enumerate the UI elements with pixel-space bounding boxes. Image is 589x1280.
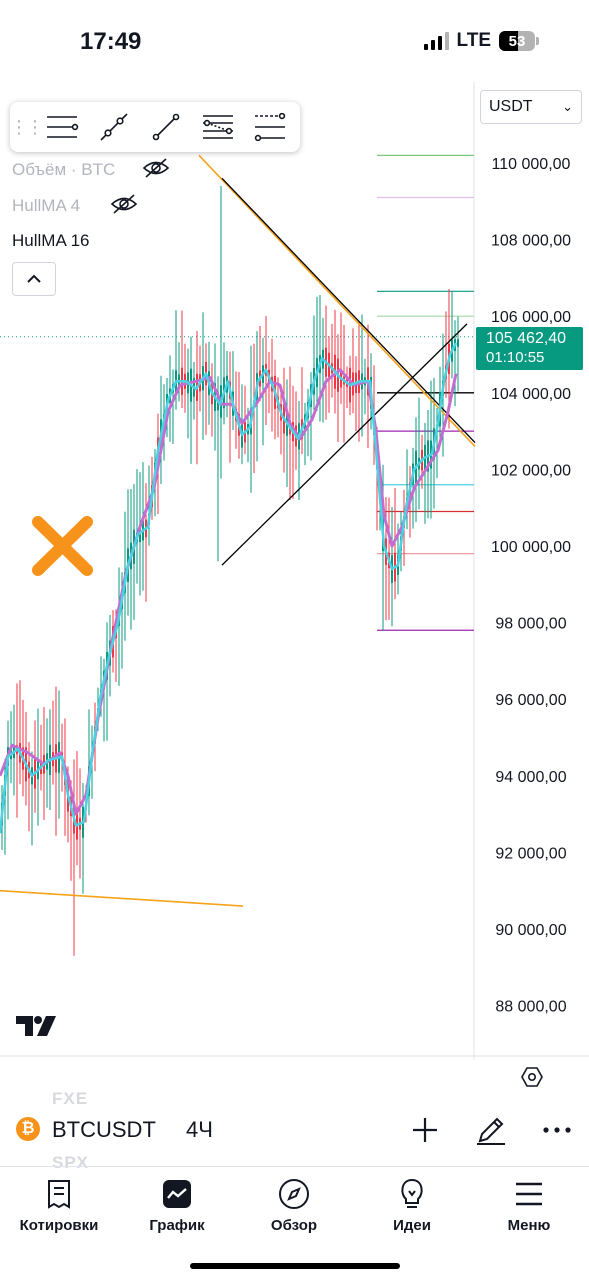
price-tick-label: 96 000,00: [495, 692, 566, 709]
ghost-symbol-bottom: SPX: [52, 1153, 90, 1172]
bitcoin-icon: ₿: [16, 1117, 40, 1141]
more-icon[interactable]: [540, 1113, 574, 1147]
legend-hullma4[interactable]: HullMA 4: [12, 196, 81, 215]
currency-value: USDT: [489, 98, 533, 115]
nav-label: Меню: [507, 1217, 551, 1234]
quotes-icon: [48, 1180, 70, 1209]
menu-icon: [516, 1182, 542, 1206]
chevron-down-icon: ⌄: [562, 99, 573, 114]
price-tick-label: 104 000,00: [491, 386, 571, 403]
fib-retracement-icon[interactable]: [192, 102, 244, 152]
chevron-up-icon: [27, 274, 41, 283]
tradingview-logo[interactable]: [16, 1015, 60, 1037]
home-indicator: [190, 1263, 400, 1269]
ray-line-icon[interactable]: [140, 102, 192, 152]
last-price: 105 462,40: [486, 330, 567, 347]
horizontal-lines-icon[interactable]: [36, 102, 88, 152]
price-chart[interactable]: 110 000,00 108 000,00 106 000,00 104 000,00…: [0, 82, 589, 1062]
price-tick-label: 88 000,00: [495, 999, 566, 1016]
status-indicators: LTE 53: [423, 30, 539, 52]
price-tick-label: 102 000,00: [491, 462, 571, 479]
trendline-descending-black: [221, 177, 476, 444]
status-bar: 17:49 LTE 53: [0, 0, 589, 80]
collapse-legend-button[interactable]: [12, 262, 56, 296]
status-time: 17:49: [80, 28, 142, 55]
nav-label: График: [149, 1217, 205, 1234]
symbol-name[interactable]: BTCUSDT: [52, 1117, 156, 1142]
nav-item-chart[interactable]: График: [122, 1177, 232, 1234]
candle-body: [457, 339, 459, 347]
nav-item-quotes[interactable]: Котировки: [4, 1177, 114, 1234]
last-price-tag: 105 462,40 01:10:55: [476, 327, 583, 370]
price-tick-label: 92 000,00: [495, 845, 566, 862]
eye-off-icon[interactable]: [142, 158, 170, 178]
hullma16-line: [0, 368, 458, 816]
hullma4-line: [0, 342, 458, 834]
plus-icon[interactable]: [408, 1113, 442, 1147]
currency-select[interactable]: USDT ⌄: [480, 90, 582, 124]
legend-volume[interactable]: Объём · BTC: [12, 160, 116, 179]
pitchfork-icon[interactable]: [244, 102, 296, 152]
trend-line-icon[interactable]: [88, 102, 140, 152]
x-marker: [32, 516, 93, 576]
drawing-toolbar: ⋮⋮: [10, 102, 300, 152]
nav-label: Обзор: [270, 1217, 318, 1234]
grip-icon[interactable]: ⋮⋮: [10, 116, 44, 137]
nav-item-ideas[interactable]: Идеи: [357, 1177, 467, 1234]
nav-item-overview[interactable]: Обзор: [239, 1177, 349, 1234]
network-label: LTE: [456, 30, 491, 51]
eye-off-icon[interactable]: [110, 194, 138, 214]
chart-settings-icon[interactable]: [520, 1065, 544, 1089]
x-marker-stroke: [32, 516, 93, 576]
nav-label: Идеи: [393, 1217, 431, 1234]
trendline-ascending-black: [221, 323, 468, 566]
interval-selector[interactable]: 4Ч: [186, 1117, 213, 1142]
price-tick-label: 98 000,00: [495, 616, 566, 633]
trendline-low-orange-line: [0, 889, 244, 907]
price-tick-label: 106 000,00: [491, 309, 571, 326]
price-tick-label: 100 000,00: [491, 539, 571, 556]
nav-item-menu[interactable]: Меню: [474, 1177, 584, 1234]
price-tick-label: 110 000,00: [492, 156, 571, 173]
battery-level: 53: [508, 32, 526, 50]
chart-area[interactable]: 110 000,00 108 000,00 106 000,00 104 000,00…: [0, 82, 589, 1062]
bottom-navigation: Котировки График Обзор Идеи Меню: [0, 1166, 589, 1237]
legend-hullma16[interactable]: HullMA 16: [12, 231, 90, 250]
compass-icon: [279, 1179, 309, 1209]
trendline-descending-resistance: [198, 154, 476, 447]
price-tick-label: 94 000,00: [495, 769, 566, 786]
lightbulb-icon: [401, 1178, 423, 1208]
signal-icon: [423, 32, 449, 50]
price-tick-label: 90 000,00: [495, 922, 566, 939]
chart-icon: [163, 1180, 191, 1208]
nav-label: Котировки: [19, 1217, 99, 1234]
battery-icon: 53: [499, 31, 535, 51]
bar-countdown: 01:10:55: [486, 349, 545, 366]
price-tick-label: 108 000,00: [491, 233, 571, 250]
ghost-symbol-top: FXE: [52, 1089, 89, 1108]
drawing-pen-icon[interactable]: [474, 1113, 508, 1147]
